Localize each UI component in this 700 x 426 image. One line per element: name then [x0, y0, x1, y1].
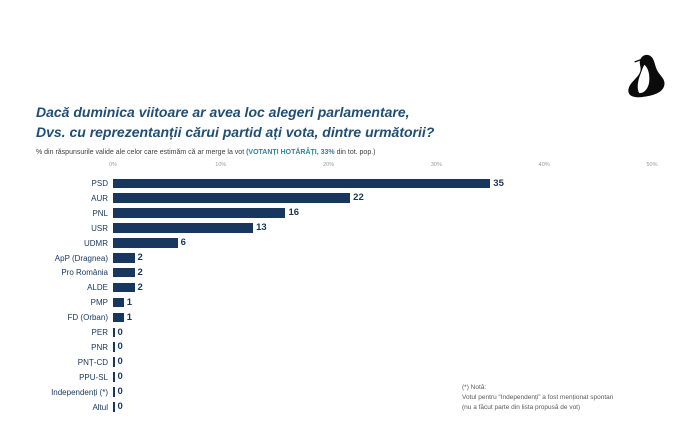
x-axis-tick: 20% — [323, 162, 335, 168]
bar — [113, 193, 351, 203]
bar — [113, 238, 178, 248]
penguin-logo — [616, 52, 672, 102]
chart-row: PNR 0 — [0, 340, 700, 355]
category-label: Altul — [92, 402, 108, 412]
value-label: 1 — [126, 296, 133, 308]
value-label: 0 — [117, 326, 123, 338]
bar — [113, 402, 115, 412]
chart-row: ALDE 2 — [0, 280, 700, 295]
bar — [113, 327, 115, 337]
chart-row: Independenți (*) 0 — [0, 385, 700, 400]
chart-title: Dacă duminica viitoare ar avea loc alege… — [36, 103, 434, 143]
category-label: PPU-SL — [79, 372, 108, 382]
value-label: 2 — [137, 252, 143, 263]
chart-subtitle: % din răspunsurile valide ale celor care… — [36, 149, 376, 156]
value-label: 35 — [493, 177, 504, 189]
category-label: PNL — [92, 208, 108, 218]
bar — [113, 312, 124, 323]
value-label: 0 — [117, 386, 123, 398]
category-label: USR — [91, 223, 108, 233]
chart-row: UDMR 6 — [0, 236, 700, 251]
category-label: PSD — [91, 179, 108, 188]
bar — [113, 342, 115, 352]
chart-row: Pro România 2 — [0, 265, 700, 280]
bar — [113, 223, 254, 233]
chart-row: PER 0 — [0, 325, 700, 340]
chart-row: PPU-SL 0 — [0, 370, 700, 385]
category-label: ApP (Dragnea) — [54, 253, 108, 263]
value-label: 0 — [117, 401, 123, 412]
value-label: 0 — [117, 371, 123, 383]
chart-row: PSD 35 — [0, 176, 700, 191]
category-label: Independenți (*) — [51, 387, 108, 397]
bar — [113, 372, 115, 382]
penguin-logo-drawing — [628, 54, 665, 98]
footnote-line1: (*) Notă: — [462, 384, 487, 391]
value-label: 2 — [137, 266, 143, 278]
bar — [113, 297, 124, 308]
category-label: UDMR — [84, 238, 108, 248]
x-axis-tick: 10% — [215, 162, 227, 168]
bar — [113, 357, 115, 367]
category-label: PNȚ-CD — [77, 357, 108, 367]
category-label: PMP — [90, 298, 108, 308]
footnote-line3: (nu a făcut parte din lista propusă de v… — [462, 404, 581, 412]
subtitle-highlight: (VOTANȚI HOTĂRÂȚI, 33% — [246, 149, 335, 156]
value-label: 0 — [117, 341, 123, 353]
bar — [113, 282, 135, 293]
x-axis-tick: 0% — [109, 162, 117, 168]
subtitle-suffix: din tot. pop.) — [334, 149, 376, 156]
category-label: FD (Orban) — [67, 313, 108, 323]
value-label: 22 — [353, 192, 364, 204]
value-label: 1 — [126, 311, 133, 323]
x-axis-tick: 30% — [430, 162, 442, 168]
subtitle-text: % din răspunsurile valide ale celor care… — [36, 149, 247, 156]
category-label: ALDE — [87, 283, 108, 293]
footnote: (*) Notă: Votul pentru “Independenți” a … — [462, 383, 613, 413]
value-label: 6 — [180, 237, 186, 249]
category-label: PER — [91, 328, 108, 337]
chart-row: PNL 16 — [0, 206, 700, 221]
chart-row: PNȚ-CD 0 — [0, 355, 700, 370]
footnote-line2: Votul pentru “Independenți” a fost menți… — [462, 394, 614, 402]
chart-title-line1: Dacă duminica viitoare ar avea loc alege… — [36, 104, 410, 120]
chart-row: Altul 0 — [0, 400, 700, 415]
category-label: AUR — [91, 193, 108, 203]
chart-row: ApP (Dragnea) 2 — [0, 251, 700, 266]
bar — [113, 208, 286, 218]
bar — [113, 253, 135, 263]
value-label: 0 — [117, 356, 123, 368]
x-axis-tick: 50% — [646, 162, 658, 168]
value-label: 13 — [256, 222, 267, 234]
value-label: 16 — [288, 207, 300, 219]
chart-row: FD (Orban) 1 — [0, 310, 700, 325]
bar — [113, 267, 135, 278]
bar — [113, 178, 491, 188]
category-label: PNR — [91, 342, 108, 352]
bar — [113, 387, 115, 397]
chart-title-line2: Dvs. cu reprezentanții cărui partid ați … — [36, 123, 435, 140]
category-label: Pro România — [61, 268, 108, 278]
chart-row: PMP 1 — [0, 295, 700, 310]
chart-row: AUR 22 — [0, 191, 700, 206]
chart-row: USR 13 — [0, 221, 700, 236]
value-label: 2 — [137, 281, 143, 293]
x-axis-tick: 40% — [538, 162, 550, 168]
